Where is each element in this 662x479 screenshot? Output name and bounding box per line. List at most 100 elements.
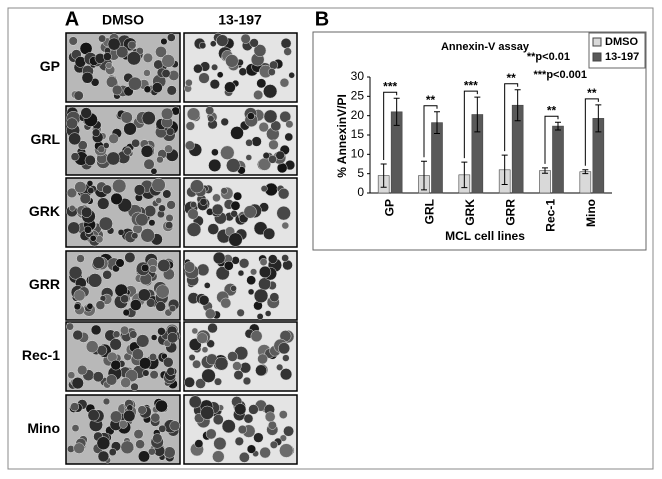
cell — [155, 197, 163, 204]
cell — [226, 158, 241, 173]
row-label: GP — [40, 58, 60, 74]
cell — [97, 145, 106, 154]
cell — [262, 152, 270, 160]
cell — [220, 117, 229, 127]
cell — [281, 221, 290, 230]
cell — [66, 117, 78, 130]
cell — [148, 219, 156, 227]
error-bar — [542, 167, 548, 174]
cell — [234, 403, 247, 416]
cell — [166, 200, 176, 210]
error-bar — [393, 97, 400, 126]
y-tick-label: 10 — [351, 147, 365, 161]
cell — [163, 446, 176, 459]
cell — [186, 222, 202, 237]
cell — [201, 346, 209, 354]
cell — [183, 261, 196, 273]
cell — [220, 187, 228, 195]
cell — [135, 213, 149, 227]
cell — [70, 152, 80, 162]
cell — [279, 110, 292, 123]
y-tick-label: 15 — [351, 127, 365, 141]
column-label: DMSO — [102, 12, 144, 28]
cell — [136, 334, 150, 348]
cell — [237, 424, 248, 435]
cell — [215, 266, 230, 281]
cell — [123, 409, 136, 423]
cell — [109, 338, 122, 351]
cell — [157, 327, 166, 336]
row-label: Mino — [27, 420, 60, 436]
cell — [90, 324, 102, 336]
significance-bracket — [584, 98, 599, 166]
cell — [102, 184, 112, 195]
cell — [230, 210, 238, 218]
cell — [140, 228, 155, 243]
cell — [120, 440, 135, 455]
cell — [146, 298, 156, 308]
column-label: 13-197 — [218, 12, 262, 28]
micrographs — [65, 32, 298, 465]
cell — [256, 313, 264, 320]
cell — [77, 140, 88, 151]
cell — [142, 52, 153, 63]
cell — [158, 204, 166, 213]
cell — [137, 450, 150, 463]
significance-bracket — [504, 83, 519, 152]
cell — [207, 322, 218, 334]
cell — [279, 77, 290, 88]
significance-bracket — [463, 90, 478, 159]
cell — [81, 206, 93, 218]
cell — [288, 71, 295, 79]
cell — [238, 67, 248, 76]
cell — [194, 439, 204, 449]
cell — [118, 419, 128, 429]
cell — [150, 334, 158, 341]
cell — [73, 289, 86, 302]
cell — [84, 154, 96, 166]
cell — [156, 155, 164, 164]
cell — [267, 68, 276, 76]
row-label: GRK — [29, 203, 60, 219]
cell — [148, 265, 158, 274]
cell — [149, 370, 159, 380]
cell — [151, 177, 166, 193]
cell — [143, 85, 152, 94]
cell — [95, 235, 104, 244]
cell — [257, 353, 268, 365]
cell — [278, 410, 288, 419]
error-bar — [555, 121, 561, 131]
cell — [89, 234, 97, 242]
cell — [157, 259, 171, 273]
legend-label: DMSO — [605, 36, 638, 48]
cell — [233, 191, 243, 201]
cell — [143, 69, 151, 77]
cell — [67, 221, 81, 235]
cell — [248, 404, 259, 415]
cell — [76, 254, 85, 263]
cell — [112, 330, 121, 339]
cell — [282, 354, 290, 362]
cell — [232, 361, 242, 371]
cell — [221, 419, 236, 434]
cell — [195, 378, 206, 389]
cell — [203, 282, 211, 289]
cell — [109, 410, 123, 423]
bar — [552, 125, 564, 194]
cell — [131, 138, 141, 148]
cell — [267, 254, 278, 264]
cell — [92, 371, 104, 383]
cell — [264, 411, 276, 423]
cell — [73, 442, 85, 454]
cell — [268, 154, 277, 164]
cell — [161, 54, 176, 68]
cell — [106, 151, 121, 166]
cell — [87, 187, 95, 195]
error-bar — [380, 163, 387, 188]
cell — [255, 364, 267, 377]
cell — [279, 368, 293, 381]
cell — [143, 158, 155, 170]
cell — [246, 275, 257, 286]
cell — [68, 36, 78, 46]
